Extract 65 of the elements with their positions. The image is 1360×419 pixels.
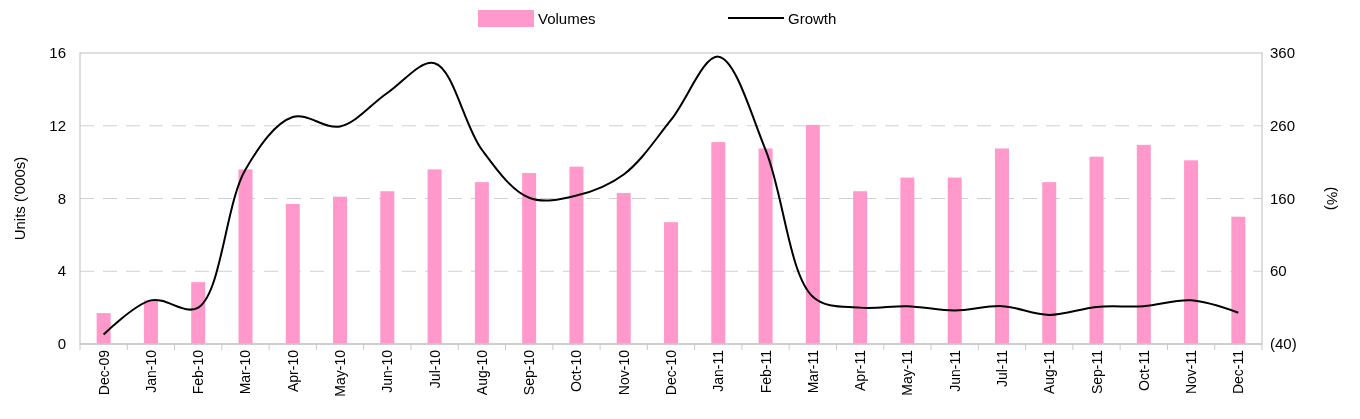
x-tick-label: Jun-11 (946, 349, 963, 392)
x-tick-label: Dec-11 (1230, 349, 1247, 395)
y2-tick-label: 260 (1270, 116, 1296, 134)
bar (805, 124, 820, 344)
x-tick-label: Feb-10 (190, 349, 207, 395)
bar (427, 169, 442, 344)
x-tick-label: May-10 (332, 349, 349, 397)
bar (1184, 160, 1199, 344)
x-tick-label: Nov-10 (615, 349, 632, 396)
bar (285, 203, 300, 344)
y2-tick-label: 360 (1270, 44, 1296, 61)
bar (1231, 216, 1246, 344)
legend-label: Volumes (538, 10, 596, 27)
x-tick-label: Sep-10 (521, 349, 538, 396)
x-tick-label: Jan-11 (710, 349, 727, 392)
bar (569, 166, 584, 344)
bar (853, 191, 868, 344)
y-tick-label: 16 (49, 44, 66, 61)
bar (1089, 156, 1104, 344)
y2-tick-label: (40) (1270, 335, 1297, 352)
x-tick-label: Mar-11 (804, 349, 821, 394)
x-tick-label: Nov-11 (1183, 349, 1200, 395)
line-series (102, 55, 1240, 336)
bar (900, 177, 915, 344)
y-tick-label: 4 (57, 262, 66, 280)
bar (380, 191, 395, 344)
bar (1136, 144, 1151, 344)
bar (333, 196, 348, 344)
bar (947, 177, 962, 344)
x-tick-label: Mar-10 (237, 349, 254, 395)
x-tick-label: Dec-10 (663, 349, 679, 396)
x-tick-label: Aug-11 (1041, 349, 1058, 395)
bar (143, 300, 158, 344)
x-tick-label: Aug-10 (473, 349, 490, 396)
x-tick-label: Apr-10 (284, 349, 301, 393)
bar (238, 169, 253, 344)
y-tick-label: 12 (49, 116, 66, 134)
y-axis-title: Units ('000s) (11, 156, 28, 241)
legend-label: Growth (788, 10, 837, 27)
bar (664, 222, 678, 344)
y2-tick-label: 160 (1270, 189, 1296, 207)
y-tick-label: 8 (57, 189, 66, 207)
bar (994, 148, 1009, 344)
bar (616, 193, 631, 344)
x-tick-label: Feb-11 (757, 349, 774, 394)
x-tick-label: Oct-10 (568, 349, 585, 393)
bar (758, 148, 773, 344)
bar (191, 282, 206, 344)
bar (1042, 182, 1057, 344)
bar (474, 182, 489, 344)
y2-axis-title: (%) (1324, 186, 1341, 211)
x-tick-label: Apr-11 (852, 349, 869, 391)
bar (96, 313, 111, 344)
x-tick-label: Dec-09 (95, 349, 112, 396)
x-tick-label: Jun-10 (379, 349, 396, 393)
y-tick-label: 0 (57, 335, 66, 352)
x-tick-label: May-11 (899, 349, 916, 396)
x-tick-label: Oct-11 (1135, 349, 1152, 391)
y2-tick-label: 60 (1270, 262, 1287, 280)
bar (522, 173, 537, 344)
x-tick-label: Jan-10 (142, 349, 159, 393)
x-tick-label: Sep-11 (1088, 349, 1105, 395)
bar (711, 142, 726, 344)
x-tick-label: Jul-11 (993, 349, 1010, 388)
x-tick-label: Jul-10 (426, 349, 443, 389)
